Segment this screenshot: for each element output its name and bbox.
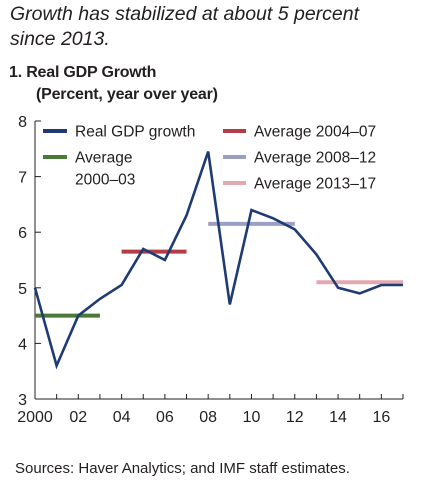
headline-line-1: Growth has stabilized at about 5 percent	[10, 3, 360, 25]
x-tick-label: 2000	[17, 409, 53, 426]
y-tick-label: 6	[18, 225, 27, 242]
chart-subtitle: (Percent, year over year)	[36, 86, 218, 103]
y-tick-label: 8	[18, 114, 27, 131]
average-lines	[35, 221, 403, 318]
legend-real-gdp-label: Real GDP growth	[75, 124, 195, 141]
chart-axes	[34, 121, 403, 400]
x-tick-label: 10	[243, 409, 261, 426]
chart-title: 1. Real GDP Growth	[9, 64, 157, 81]
y-tick-label: 3	[18, 392, 27, 409]
x-tick-label: 02	[69, 409, 87, 426]
y-tick-label: 7	[18, 170, 27, 187]
legend-average-2000-03-label: Average	[75, 150, 132, 167]
axis-ticks: 3 4 5 6 7 8 2000 02 04 06 08 10 12 14 16	[17, 114, 404, 426]
chart-headline: Growth has stabilized at about 5 percent…	[10, 2, 420, 52]
x-tick-label: 08	[199, 409, 217, 426]
series-lines	[33, 151, 403, 370]
x-tick-label: 16	[372, 409, 390, 426]
source-note: Sources: Haver Analytics; and IMF staff …	[15, 460, 350, 477]
headline-line-2: since 2013.	[10, 28, 110, 50]
x-tick-label: 12	[286, 409, 304, 426]
y-tick-label: 4	[18, 336, 27, 353]
chart-legend: Real GDP growth Average 2000–03 Average 200…	[43, 124, 376, 193]
legend-average-2013-17-label: Average 2013–17	[254, 176, 376, 193]
x-tick-label: 04	[113, 409, 131, 426]
legend-average-2004-07-label: Average 2004–07	[254, 124, 376, 141]
legend-average-2008-12-label: Average 2008–12	[254, 150, 376, 167]
series-line	[33, 151, 403, 370]
y-tick-label: 5	[18, 281, 27, 298]
x-tick-label: 14	[329, 409, 347, 426]
x-tick-label: 06	[156, 409, 174, 426]
legend-average-2000-03-label-line-2: 2000–03	[75, 172, 135, 189]
